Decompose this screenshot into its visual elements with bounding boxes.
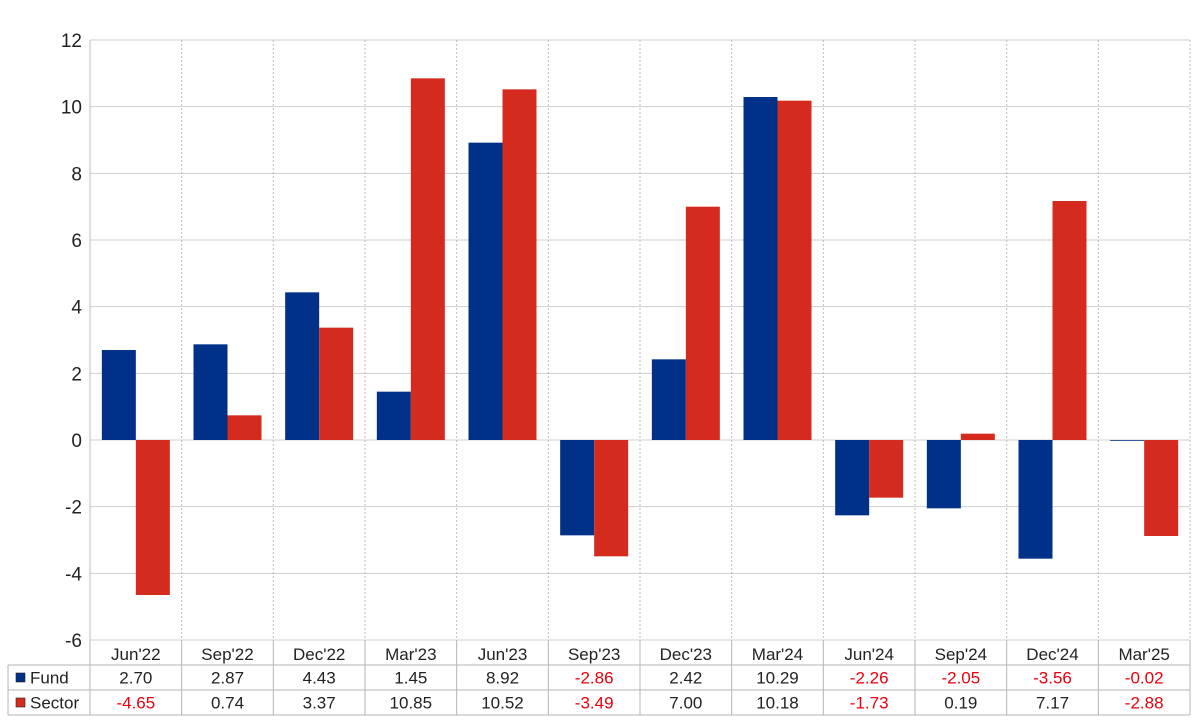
data-label-sector: -4.65 bbox=[116, 694, 155, 713]
x-tick-label: Jun'24 bbox=[844, 645, 894, 664]
bar-fund bbox=[560, 440, 595, 536]
y-tick-label: 0 bbox=[71, 431, 82, 452]
gridlines bbox=[89, 39, 1191, 641]
bar-fund bbox=[193, 344, 228, 440]
y-tick-label: 8 bbox=[71, 164, 82, 185]
y-axis: 12 10 8 6 4 2 0 -2 -4 -6 bbox=[61, 31, 83, 652]
data-label-fund: -2.05 bbox=[941, 669, 980, 688]
data-label-fund: -2.86 bbox=[575, 669, 614, 688]
x-tick-label: Sep'24 bbox=[935, 645, 987, 664]
x-tick-label: Mar'25 bbox=[1118, 645, 1169, 664]
bar-sector bbox=[135, 440, 170, 595]
data-label-sector: 10.85 bbox=[390, 694, 433, 713]
bar-sector bbox=[594, 440, 629, 557]
data-label-fund: -0.02 bbox=[1125, 669, 1164, 688]
bars bbox=[101, 78, 1179, 595]
bar-fund bbox=[743, 97, 778, 440]
bar-sector bbox=[777, 100, 812, 441]
y-tick-label: -6 bbox=[65, 631, 82, 652]
bar-fund bbox=[101, 350, 136, 440]
y-tick-label: -4 bbox=[65, 564, 82, 585]
data-label-sector: 0.19 bbox=[944, 694, 977, 713]
bar-sector bbox=[319, 327, 354, 440]
bar-fund bbox=[1018, 440, 1053, 559]
data-label-fund: -2.26 bbox=[850, 669, 889, 688]
bar-sector bbox=[1052, 201, 1087, 440]
bar-fund bbox=[376, 391, 411, 440]
data-label-sector: 3.37 bbox=[303, 694, 336, 713]
x-tick-label: Dec'24 bbox=[1026, 645, 1078, 664]
y-tick-label: 12 bbox=[61, 31, 82, 52]
legend-label-sector: Sector bbox=[30, 694, 79, 713]
data-label-sector: -2.88 bbox=[1125, 694, 1164, 713]
data-label-fund: 8.92 bbox=[486, 669, 519, 688]
bar-fund bbox=[468, 142, 503, 440]
y-tick-label: 6 bbox=[71, 231, 82, 252]
data-label-sector: 10.18 bbox=[756, 694, 799, 713]
data-label-sector: -3.49 bbox=[575, 694, 614, 713]
bar-fund bbox=[926, 440, 961, 509]
data-label-sector: -1.73 bbox=[850, 694, 889, 713]
data-table: Jun'22 Sep'22 Dec'22 Mar'23 Jun'23 Sep'23 Dec'… bbox=[7, 640, 1191, 716]
data-label-fund: 10.29 bbox=[756, 669, 799, 688]
bar-sector bbox=[410, 78, 445, 440]
data-label-fund: 2.70 bbox=[119, 669, 152, 688]
data-label-fund: 2.87 bbox=[211, 669, 244, 688]
data-label-sector: 0.74 bbox=[211, 694, 244, 713]
x-tick-label: Jun'23 bbox=[478, 645, 528, 664]
x-tick-label: Sep'23 bbox=[568, 645, 620, 664]
bar-sector bbox=[502, 89, 537, 440]
y-tick-label: 2 bbox=[71, 364, 82, 385]
x-tick-label: Mar'23 bbox=[385, 645, 436, 664]
data-label-fund: 4.43 bbox=[303, 669, 336, 688]
bar-fund bbox=[651, 359, 686, 440]
y-tick-label: -2 bbox=[65, 498, 82, 519]
data-label-sector: 7.17 bbox=[1036, 694, 1069, 713]
x-tick-label: Jun'22 bbox=[111, 645, 161, 664]
x-tick-label: Dec'23 bbox=[660, 645, 712, 664]
bar-sector bbox=[1144, 440, 1179, 536]
x-tick-label: Sep'22 bbox=[201, 645, 253, 664]
data-label-sector: 10.52 bbox=[481, 694, 524, 713]
bar-fund bbox=[1110, 440, 1145, 441]
data-label-fund: 2.42 bbox=[669, 669, 702, 688]
bar-sector bbox=[960, 433, 995, 440]
x-tick-label: Dec'22 bbox=[293, 645, 345, 664]
bar-sector bbox=[685, 206, 720, 440]
legend-swatch-fund bbox=[15, 672, 26, 683]
bar-fund bbox=[285, 292, 320, 440]
data-label-fund: 1.45 bbox=[394, 669, 427, 688]
bar-fund bbox=[835, 440, 870, 516]
y-tick-label: 4 bbox=[71, 298, 82, 319]
bar-sector bbox=[227, 415, 262, 440]
data-label-sector: 7.00 bbox=[669, 694, 702, 713]
x-tick-label: Mar'24 bbox=[752, 645, 803, 664]
bar-sector bbox=[869, 440, 904, 498]
data-label-fund: -3.56 bbox=[1033, 669, 1072, 688]
legend-swatch-sector bbox=[15, 697, 26, 708]
y-tick-label: 10 bbox=[61, 98, 82, 119]
legend-label-fund: Fund bbox=[30, 669, 69, 688]
